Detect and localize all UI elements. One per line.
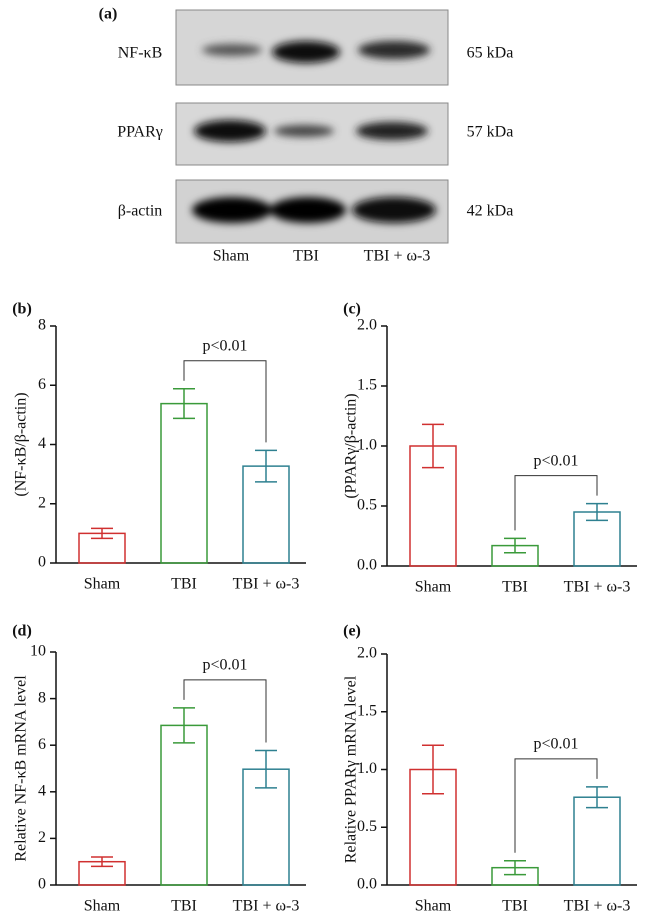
x-tick-label: Sham <box>415 898 452 915</box>
error-bar <box>586 786 608 809</box>
significance-bracket <box>514 758 598 853</box>
x-tick-label: TBI <box>502 898 528 915</box>
annotation: p<0.01 <box>533 452 578 469</box>
y-tick-label: 6 <box>38 376 46 393</box>
error-bar <box>422 744 444 795</box>
x-tick-label: TBI + ω-3 <box>564 579 631 596</box>
bar <box>160 724 208 886</box>
error-bar <box>173 388 195 420</box>
kda-label: 42 kDa <box>467 203 514 220</box>
panel-label: (d) <box>12 623 32 640</box>
y-tick-label: 0.5 <box>357 497 377 514</box>
significance-bracket <box>183 679 267 743</box>
x-tick-label: TBI + ω-3 <box>233 576 300 593</box>
x-tick-label: Sham <box>84 898 121 915</box>
lane-label: TBI + ω-3 <box>364 248 431 265</box>
y-axis-label: Relative NF-κB mRNA level <box>13 675 30 862</box>
blot-image <box>175 9 449 244</box>
row-label: NF-κB <box>118 45 163 62</box>
kda-label: 57 kDa <box>467 124 514 141</box>
y-tick-label: 0.0 <box>357 876 377 893</box>
lane-label: Sham <box>213 248 250 265</box>
error-bar <box>504 859 526 876</box>
bar <box>160 402 208 564</box>
annotation: p<0.01 <box>533 735 578 752</box>
y-tick-label: 4 <box>38 435 46 452</box>
y-tick-label: 1.0 <box>357 760 377 777</box>
y-tick-label: 6 <box>38 736 46 753</box>
x-tick-label: Sham <box>84 576 121 593</box>
y-tick-label: 10 <box>30 643 46 660</box>
y-tick-label: 2 <box>38 494 46 511</box>
error-bar <box>255 749 277 789</box>
panel-label: (c) <box>343 301 361 318</box>
y-tick-label: 2 <box>38 829 46 846</box>
error-bar <box>91 856 113 868</box>
y-axis-label: (PPARγ/β-actin) <box>343 393 360 498</box>
panel-label: (a) <box>99 6 118 23</box>
y-axis-label: Relative PPARγ mRNA level <box>343 675 360 863</box>
y-tick-label: 0.0 <box>357 557 377 574</box>
error-bar <box>173 707 195 744</box>
row-label: β-actin <box>118 203 163 220</box>
x-tick-label: TBI <box>171 898 197 915</box>
y-tick-label: 2.0 <box>357 317 377 334</box>
y-tick-label: 1.0 <box>357 437 377 454</box>
bar <box>573 796 621 886</box>
kda-label: 65 kDa <box>467 45 514 62</box>
y-tick-label: 0.5 <box>357 818 377 835</box>
y-tick-label: 0 <box>38 876 46 893</box>
lane-label: TBI <box>293 248 319 265</box>
x-tick-label: TBI <box>502 579 528 596</box>
annotation: p<0.01 <box>202 337 247 354</box>
x-tick-label: TBI <box>171 576 197 593</box>
row-label: PPARγ <box>117 124 163 141</box>
y-tick-label: 0 <box>38 554 46 571</box>
error-bar <box>91 527 113 540</box>
error-bar <box>504 537 526 554</box>
panel-label: (b) <box>12 301 32 318</box>
y-tick-label: 2.0 <box>357 645 377 662</box>
x-tick-label: TBI + ω-3 <box>564 898 631 915</box>
y-tick-label: 8 <box>38 689 46 706</box>
y-tick-label: 4 <box>38 782 46 799</box>
y-axis-label: (NF-κB/β-actin) <box>13 392 30 496</box>
significance-bracket <box>183 360 267 443</box>
y-tick-label: 8 <box>38 317 46 334</box>
x-tick-label: TBI + ω-3 <box>233 898 300 915</box>
y-tick-label: 1.5 <box>357 702 377 719</box>
panel-label: (e) <box>343 623 361 640</box>
significance-bracket <box>514 475 598 531</box>
error-bar <box>586 502 608 522</box>
y-tick-label: 1.5 <box>357 377 377 394</box>
error-bar <box>422 423 444 469</box>
annotation: p<0.01 <box>202 657 247 674</box>
error-bar <box>255 449 277 483</box>
x-tick-label: Sham <box>415 579 452 596</box>
